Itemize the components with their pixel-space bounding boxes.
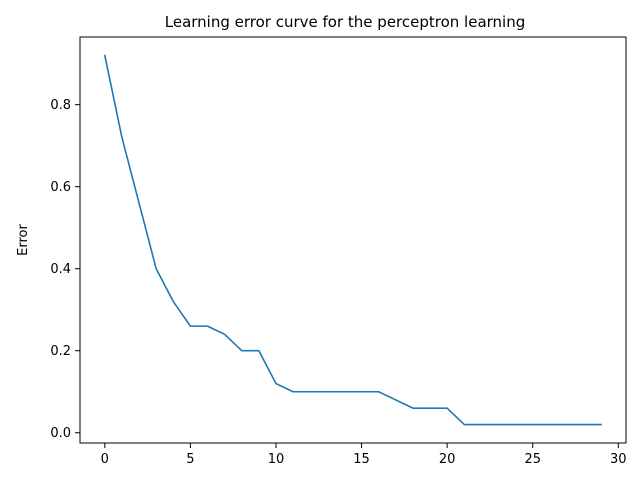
y-tick-label: 0.4 — [50, 262, 71, 277]
chart-title: Learning error curve for the perceptron … — [165, 13, 526, 31]
series-group — [104, 54, 602, 426]
y-tick-label: 0.0 — [50, 426, 71, 441]
y-tick-label: 0.2 — [50, 344, 71, 359]
x-tick-label: 25 — [524, 452, 541, 467]
x-tick-label: 5 — [186, 452, 194, 467]
x-tick-label: 15 — [353, 452, 370, 467]
x-tick-label: 20 — [439, 452, 456, 467]
x-tick-label: 0 — [101, 452, 109, 467]
y-tick-label: 0.6 — [50, 180, 71, 195]
error-series-line — [104, 54, 602, 426]
y-axis-label: Error — [16, 224, 31, 256]
x-tick-label: 10 — [268, 452, 285, 467]
x-tick-label: 30 — [610, 452, 627, 467]
y-tick-label: 0.8 — [50, 98, 71, 113]
y-axis-ticks: 0.0 0.2 0.4 0.6 0.8 — [50, 98, 80, 441]
plot-frame — [79, 36, 627, 444]
x-axis-ticks: 0 5 10 15 20 25 30 — [101, 443, 627, 467]
